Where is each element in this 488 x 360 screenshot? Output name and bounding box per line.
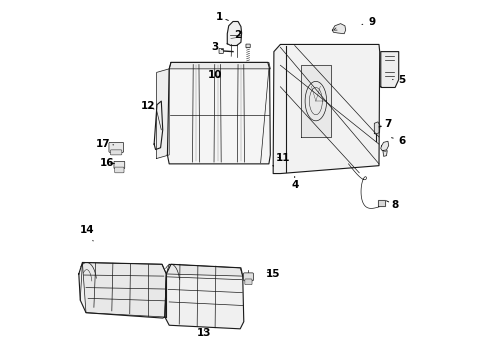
Polygon shape — [380, 51, 398, 87]
Polygon shape — [166, 264, 242, 276]
Text: 3: 3 — [211, 42, 223, 52]
Text: 12: 12 — [140, 102, 155, 112]
Text: 11: 11 — [275, 153, 290, 163]
Text: 5: 5 — [392, 75, 405, 85]
Text: 17: 17 — [95, 139, 113, 149]
FancyBboxPatch shape — [114, 161, 124, 168]
FancyBboxPatch shape — [115, 167, 124, 173]
Polygon shape — [273, 44, 379, 174]
FancyBboxPatch shape — [243, 273, 253, 281]
Text: 7: 7 — [378, 120, 391, 129]
FancyBboxPatch shape — [245, 44, 250, 48]
Text: 6: 6 — [391, 136, 405, 145]
FancyBboxPatch shape — [110, 150, 122, 155]
Text: 10: 10 — [207, 70, 222, 80]
FancyBboxPatch shape — [109, 142, 123, 152]
Polygon shape — [156, 69, 169, 158]
Text: 13: 13 — [197, 328, 211, 338]
Text: 8: 8 — [386, 200, 398, 210]
Text: 4: 4 — [290, 176, 298, 190]
Text: 15: 15 — [265, 269, 280, 279]
Text: 1: 1 — [215, 12, 228, 22]
Text: 2: 2 — [233, 30, 241, 45]
Polygon shape — [227, 22, 241, 45]
Polygon shape — [373, 122, 379, 134]
Polygon shape — [332, 24, 345, 34]
Text: 9: 9 — [361, 17, 375, 27]
FancyBboxPatch shape — [219, 48, 223, 53]
Text: 14: 14 — [79, 225, 94, 241]
Polygon shape — [377, 200, 384, 206]
Polygon shape — [167, 62, 270, 164]
Polygon shape — [82, 262, 166, 317]
Polygon shape — [164, 264, 244, 329]
Polygon shape — [154, 101, 163, 149]
Text: 16: 16 — [100, 158, 115, 168]
Polygon shape — [301, 65, 330, 137]
Polygon shape — [382, 150, 386, 156]
Polygon shape — [169, 62, 270, 69]
Polygon shape — [380, 141, 388, 150]
Polygon shape — [79, 262, 166, 318]
FancyBboxPatch shape — [244, 279, 251, 285]
